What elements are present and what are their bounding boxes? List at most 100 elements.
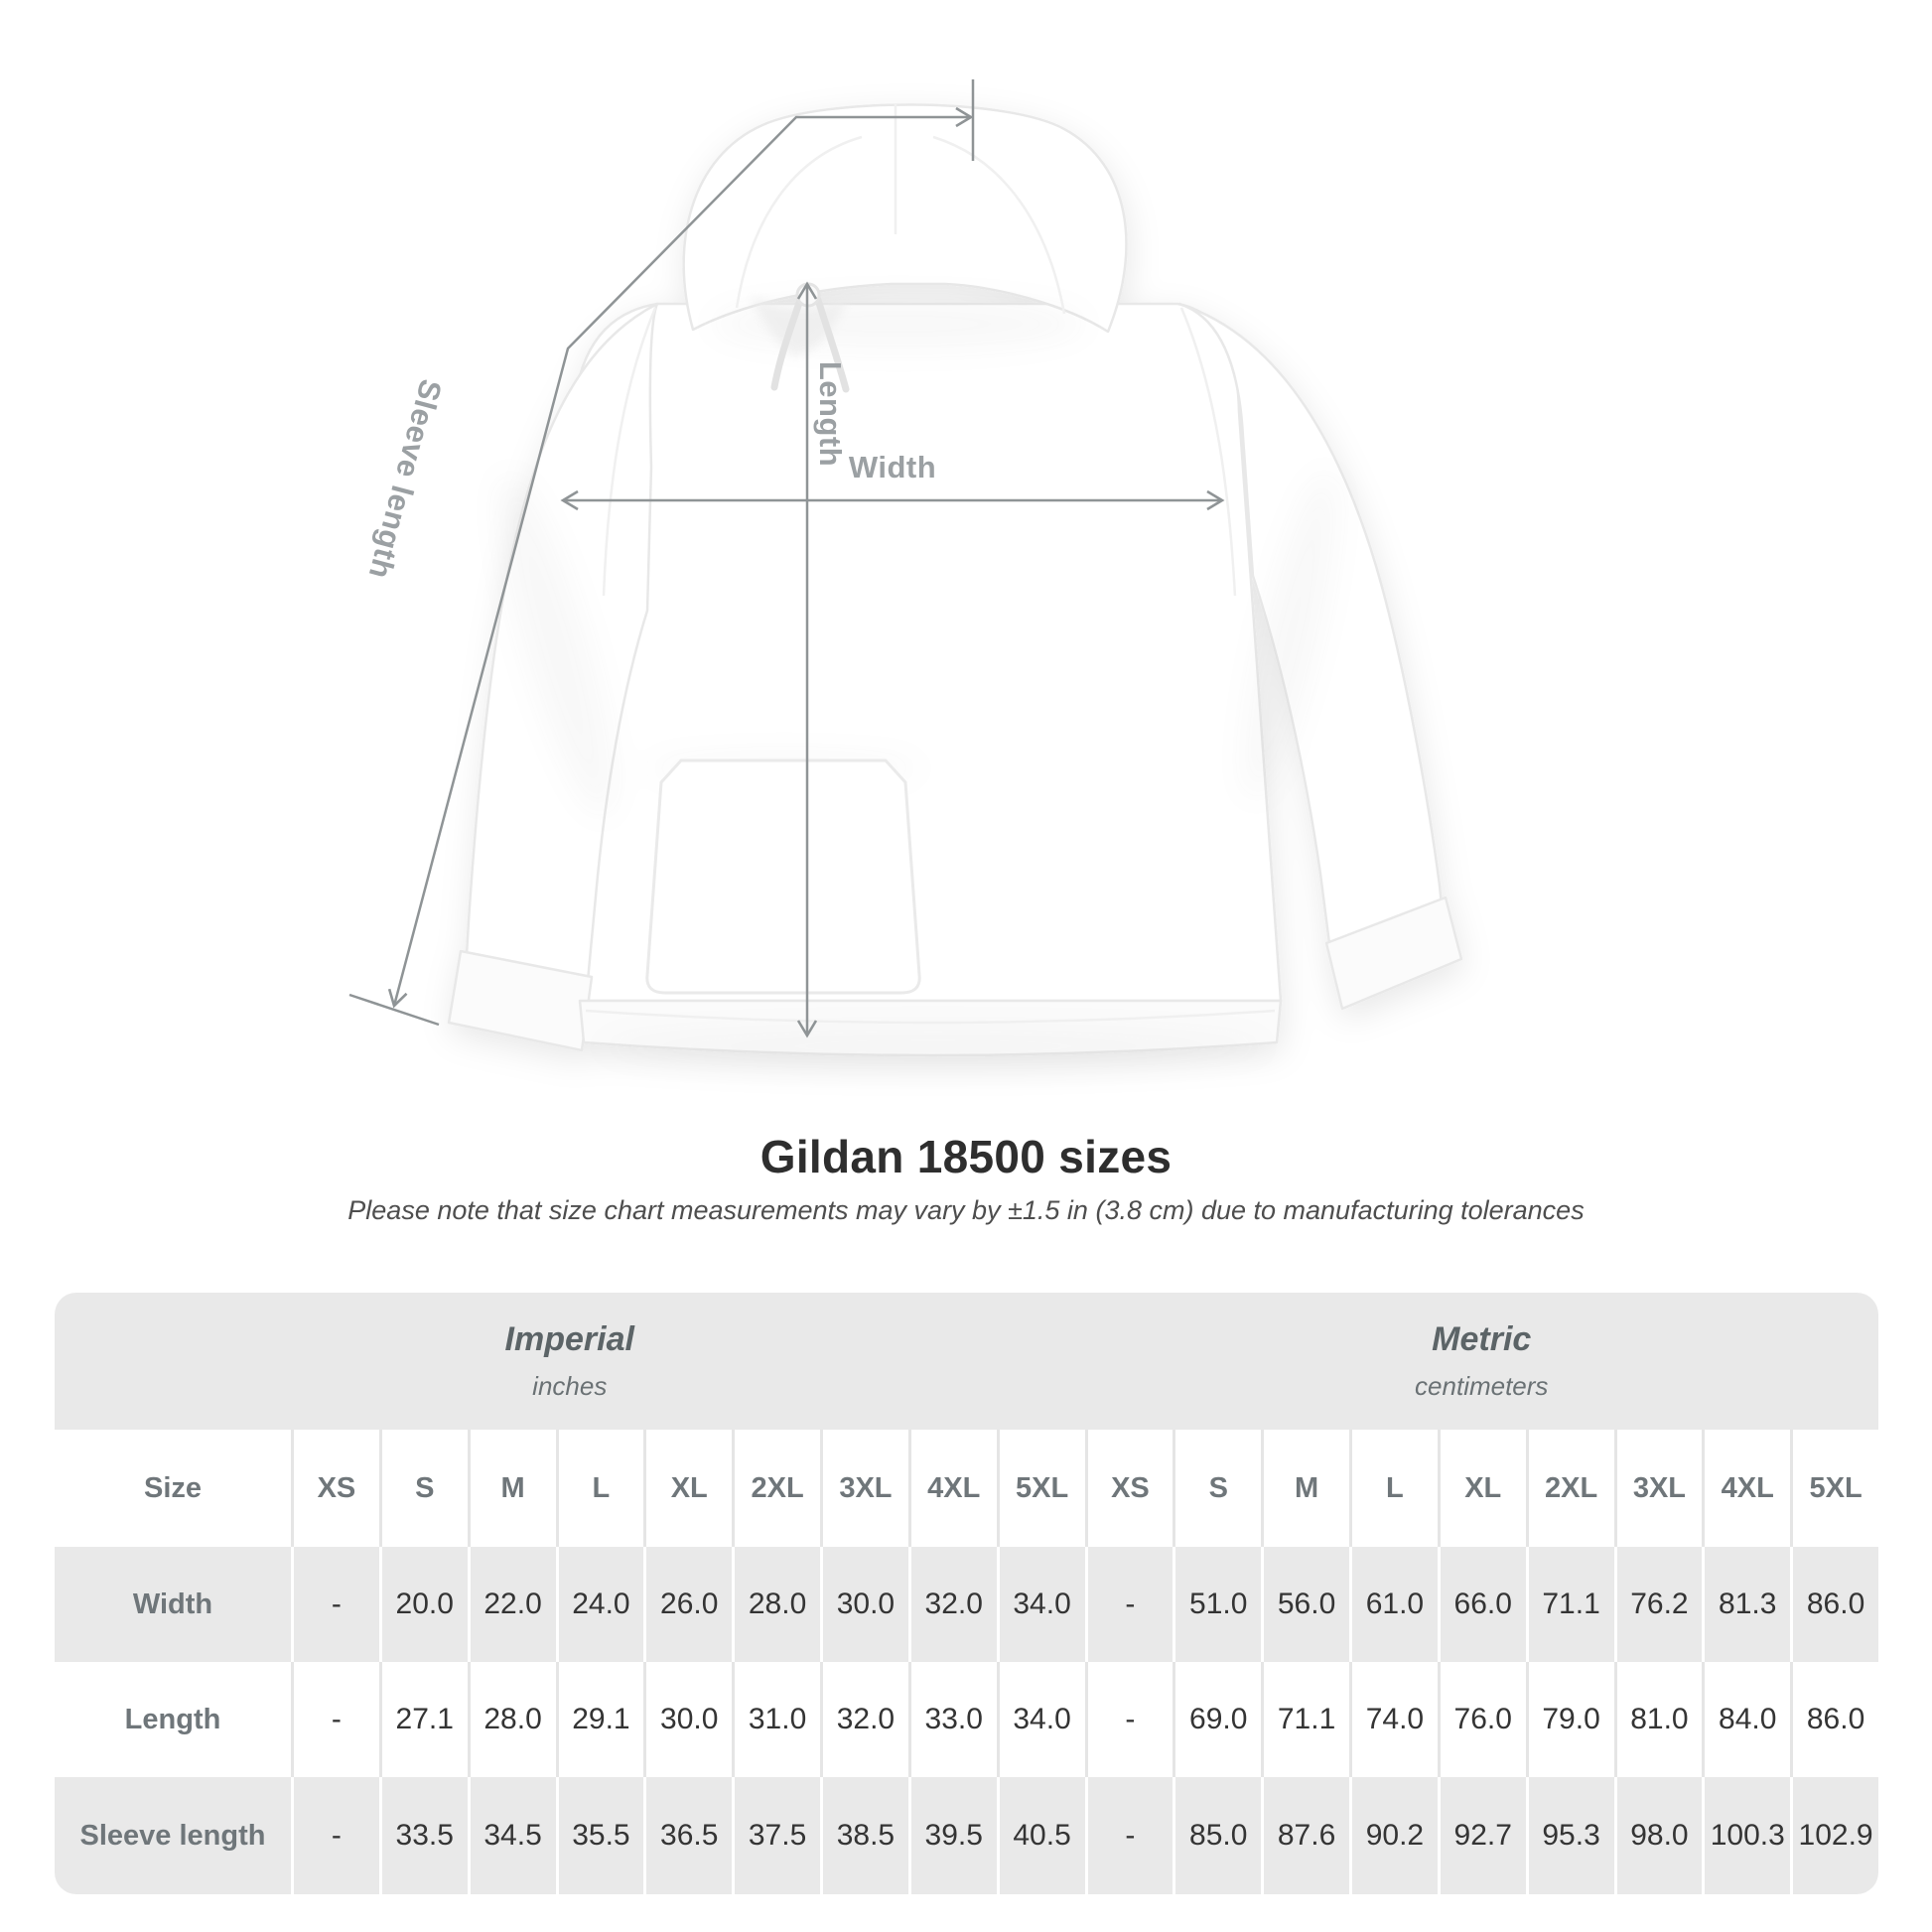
size-value-cell: - <box>291 1777 379 1894</box>
size-column-header: XS <box>291 1430 379 1547</box>
size-column-header: S <box>378 1430 468 1547</box>
size-value-cell: 34.5 <box>467 1777 556 1894</box>
size-value-cell: 40.5 <box>996 1777 1085 1894</box>
size-column-header: M <box>1261 1430 1349 1547</box>
size-header-row: Size XS S M L XL 2XL 3XL 4XL 5XL XS S M L XL 2XL 3XL 4XL 5… <box>55 1430 1878 1547</box>
size-value-cell: - <box>291 1547 379 1662</box>
size-column-header: 2XL <box>732 1430 820 1547</box>
size-column-header: L <box>1349 1430 1438 1547</box>
size-column-header: 3XL <box>820 1430 908 1547</box>
table-row: Sleeve length -33.5 34.5 35.5 36.5 37.5 38.5 39… <box>55 1777 1878 1894</box>
size-value-cell: 28.0 <box>732 1547 820 1662</box>
size-value-cell: 102.9 <box>1790 1777 1878 1894</box>
size-value-cell: 66.0 <box>1437 1547 1526 1662</box>
table-row: Length -27.1 28.0 29.1 30.0 31.0 32.0 33.0 34.0-… <box>55 1662 1878 1777</box>
size-value-cell: 28.0 <box>467 1662 556 1777</box>
size-value-cell: 81.3 <box>1702 1547 1790 1662</box>
sleeve-length-arrow <box>387 106 974 1009</box>
row-label: Sleeve length <box>79 1819 266 1852</box>
size-value-cell: - <box>291 1662 379 1777</box>
size-value-cell: 26.0 <box>643 1547 732 1662</box>
imperial-unit-label: inches <box>532 1371 608 1401</box>
unit-header-band: Imperial inches Metric centimeters <box>55 1293 1878 1430</box>
row-label: Width <box>132 1587 213 1620</box>
size-column-header: 4XL <box>907 1430 997 1547</box>
size-value-cell: 20.0 <box>378 1547 468 1662</box>
size-column-header: 3XL <box>1613 1430 1703 1547</box>
size-column-header: XL <box>643 1430 732 1547</box>
row-label: Length <box>124 1703 221 1735</box>
size-value-cell: 29.1 <box>555 1662 644 1777</box>
size-value-cell: 71.1 <box>1261 1662 1349 1777</box>
size-column-header: 5XL <box>996 1430 1085 1547</box>
size-value-cell: 86.0 <box>1790 1547 1878 1662</box>
size-value-cell: 84.0 <box>1702 1662 1790 1777</box>
size-value-cell: 90.2 <box>1349 1777 1438 1894</box>
size-column-header: XL <box>1437 1430 1526 1547</box>
imperial-header-group: Imperial inches <box>55 1320 1085 1402</box>
hoodie-diagram: Sleeve length Length Width <box>348 79 1463 1064</box>
size-value-cell: 32.0 <box>907 1547 997 1662</box>
size-value-cell: 51.0 <box>1173 1547 1261 1662</box>
size-column-header: 2XL <box>1525 1430 1614 1547</box>
width-label: Width <box>849 450 936 484</box>
size-value-cell: 85.0 <box>1173 1777 1261 1894</box>
length-label: Length <box>813 361 848 467</box>
hoodie-illustration <box>447 103 1463 1064</box>
metric-unit-label: centimeters <box>1415 1371 1549 1401</box>
size-value-cell: - <box>1084 1777 1173 1894</box>
size-value-cell: - <box>1084 1547 1173 1662</box>
size-value-cell: 34.0 <box>996 1662 1085 1777</box>
size-value-cell: 33.0 <box>907 1662 997 1777</box>
imperial-label: Imperial <box>504 1320 634 1358</box>
size-value-cell: 81.0 <box>1613 1662 1703 1777</box>
size-value-cell: 34.0 <box>996 1547 1085 1662</box>
size-value-cell: 37.5 <box>732 1777 820 1894</box>
size-value-cell: 69.0 <box>1173 1662 1261 1777</box>
size-value-cell: 87.6 <box>1261 1777 1349 1894</box>
size-value-cell: 31.0 <box>732 1662 820 1777</box>
sleeve-length-label: Sleeve length <box>362 376 449 583</box>
size-value-cell: 61.0 <box>1349 1547 1438 1662</box>
size-value-cell: 74.0 <box>1349 1662 1438 1777</box>
size-value-cell: - <box>1084 1662 1173 1777</box>
tolerance-note: Please note that size chart measurements… <box>347 1195 1585 1225</box>
size-value-cell: 56.0 <box>1261 1547 1349 1662</box>
size-value-cell: 22.0 <box>467 1547 556 1662</box>
size-value-cell: 39.5 <box>907 1777 997 1894</box>
hoodie-pocket <box>645 759 921 995</box>
size-column-title: Size <box>143 1471 203 1504</box>
size-value-cell: 33.5 <box>378 1777 468 1894</box>
cuff-tick <box>348 993 440 1027</box>
size-value-cell: 36.5 <box>643 1777 732 1894</box>
size-value-cell: 38.5 <box>820 1777 908 1894</box>
metric-header-group: Metric centimeters <box>1085 1320 1879 1402</box>
size-column-header: 5XL <box>1790 1430 1878 1547</box>
size-value-cell: 76.0 <box>1437 1662 1526 1777</box>
size-value-cell: 95.3 <box>1525 1777 1614 1894</box>
size-value-cell: 98.0 <box>1613 1777 1703 1894</box>
size-value-cell: 100.3 <box>1702 1777 1790 1894</box>
size-value-cell: 30.0 <box>643 1662 732 1777</box>
hoodie-right-cuff <box>1324 896 1463 1011</box>
size-column-header: S <box>1173 1430 1261 1547</box>
size-column-header: M <box>467 1430 556 1547</box>
size-value-cell: 92.7 <box>1437 1777 1526 1894</box>
size-table: Imperial inches Metric centimeters Size X… <box>55 1293 1878 1894</box>
page-title: Gildan 18500 sizes <box>759 1131 1173 1182</box>
size-value-cell: 32.0 <box>820 1662 908 1777</box>
size-value-cell: 27.1 <box>378 1662 468 1777</box>
metric-label: Metric <box>1432 1320 1532 1358</box>
size-value-cell: 24.0 <box>555 1547 644 1662</box>
size-value-cell: 35.5 <box>555 1777 644 1894</box>
size-column-header: XS <box>1084 1430 1173 1547</box>
table-row: Width -20.0 22.0 24.0 26.0 28.0 30.0 32.0 34.0-5… <box>55 1547 1878 1662</box>
size-value-cell: 76.2 <box>1613 1547 1703 1662</box>
size-value-cell: 71.1 <box>1525 1547 1614 1662</box>
size-column-header: 4XL <box>1702 1430 1790 1547</box>
size-column-header: L <box>555 1430 644 1547</box>
size-value-cell: 30.0 <box>820 1547 908 1662</box>
size-value-cell: 79.0 <box>1525 1662 1614 1777</box>
size-table-grid: Size XS S M L XL 2XL 3XL 4XL 5XL XS S M L XL 2XL 3XL 4XL 5… <box>55 1430 1878 1894</box>
